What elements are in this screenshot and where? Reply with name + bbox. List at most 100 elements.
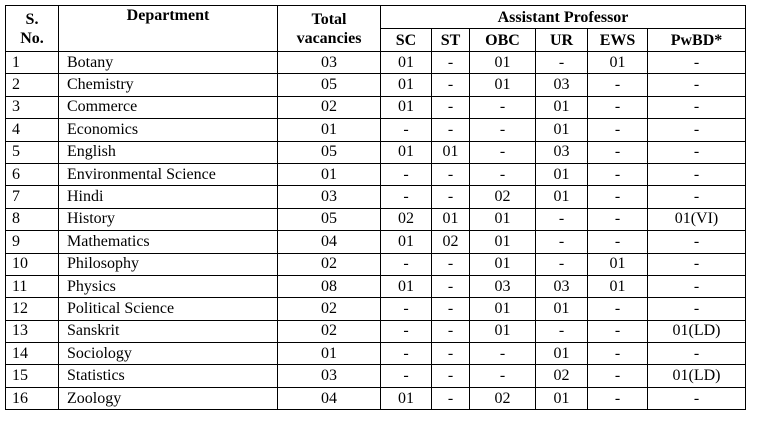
ur-cell: - xyxy=(535,50,588,75)
sc-cell: - xyxy=(380,319,432,344)
vacancy-table: S. No. Department Total vacancies Assist… xyxy=(5,5,746,411)
st-cell: - xyxy=(431,386,470,411)
ews-cell: - xyxy=(587,364,648,388)
department-cell: Botany xyxy=(58,50,278,75)
ur-cell: 01 xyxy=(535,386,588,411)
subcolumn-header: EWS xyxy=(587,28,648,52)
total-cell: 03 xyxy=(277,364,381,388)
ews-cell: - xyxy=(587,386,648,411)
total-cell: 02 xyxy=(277,297,381,321)
obc-cell: - xyxy=(469,364,536,388)
department-cell: Economics xyxy=(58,118,278,142)
st-cell: - xyxy=(431,364,470,388)
st-cell: - xyxy=(431,50,470,75)
serial-cell: 14 xyxy=(5,342,59,366)
table-row: 10 Philosophy 02- -01-01- xyxy=(5,252,746,276)
serial-cell: 1 xyxy=(5,50,59,75)
ur-cell: - xyxy=(535,207,588,232)
ur-cell: 01 xyxy=(535,118,588,142)
obc-cell: 01 xyxy=(469,252,536,276)
st-cell: - xyxy=(431,185,470,209)
sc-cell: - xyxy=(380,185,432,209)
ews-cell: - xyxy=(587,297,648,321)
sc-cell: - xyxy=(380,297,432,321)
ews-cell: 01 xyxy=(587,274,648,299)
pwbd-cell: 01(LD) xyxy=(647,364,746,388)
ur-cell: 02 xyxy=(535,364,588,388)
total-cell: 02 xyxy=(277,319,381,344)
pwbd-cell: - xyxy=(647,252,746,276)
department-cell: Environmental Science xyxy=(58,162,278,187)
total-cell: 05 xyxy=(277,140,381,164)
ur-cell: 01 xyxy=(535,95,588,120)
sc-cell: - xyxy=(380,118,432,142)
pwbd-cell: - xyxy=(647,185,746,209)
total-cell: 04 xyxy=(277,230,381,254)
st-cell: - xyxy=(431,342,470,366)
st-cell: - xyxy=(431,162,470,187)
obc-cell: 02 xyxy=(469,386,536,411)
table-row: 5 English 05 01 01-03- - xyxy=(5,140,746,164)
ews-cell: 01 xyxy=(587,252,648,276)
serial-cell: 16 xyxy=(5,386,59,411)
ews-cell: - xyxy=(587,140,648,164)
serial-cell: 12 xyxy=(5,297,59,321)
table-row: 4 Economics 01- - -01- - xyxy=(5,118,746,142)
table-row: 7 Hindi 03- -02 01- - xyxy=(5,185,746,209)
department-cell: History xyxy=(58,207,278,232)
total-cell: 01 xyxy=(277,342,381,366)
ews-cell: - xyxy=(587,73,648,97)
st-cell: 01 xyxy=(431,140,470,164)
ur-cell: 03 xyxy=(535,140,588,164)
st-cell: - xyxy=(431,118,470,142)
pwbd-cell: - xyxy=(647,73,746,97)
department-cell: Statistics xyxy=(58,364,278,388)
department-cell: Philosophy xyxy=(58,252,278,276)
ur-cell: 01 xyxy=(535,342,588,366)
pwbd-cell: - xyxy=(647,297,746,321)
pwbd-cell: - xyxy=(647,50,746,75)
department-cell: Physics xyxy=(58,274,278,299)
table-row: 16 Zoology 04 01-02 01- - xyxy=(5,386,746,411)
ur-cell: - xyxy=(535,230,588,254)
ur-cell: 01 xyxy=(535,297,588,321)
table-row: 6 Environmental Science 01- - -01- - xyxy=(5,162,746,187)
pwbd-cell: - xyxy=(647,230,746,254)
serial-cell: 8 xyxy=(5,207,59,232)
ews-cell: - xyxy=(587,185,648,209)
subcolumn-header: ST xyxy=(431,28,470,52)
st-cell: - xyxy=(431,297,470,321)
table-row: 9 Mathematics 04 01 02 01- - - xyxy=(5,230,746,254)
pwbd-cell: - xyxy=(647,95,746,120)
serial-cell: 13 xyxy=(5,319,59,344)
table-row: 11 Physics 08 01-03 03 01- xyxy=(5,274,746,299)
st-cell: - xyxy=(431,73,470,97)
obc-cell: - xyxy=(469,95,536,120)
obc-cell: 01 xyxy=(469,50,536,75)
sc-cell: - xyxy=(380,162,432,187)
total-cell: 01 xyxy=(277,162,381,187)
ews-cell: - xyxy=(587,319,648,344)
total-cell: 08 xyxy=(277,274,381,299)
ews-cell: - xyxy=(587,162,648,187)
ur-cell: 03 xyxy=(535,274,588,299)
total-cell: 04 xyxy=(277,386,381,411)
ur-cell: 01 xyxy=(535,185,588,209)
st-cell: - xyxy=(431,252,470,276)
sc-cell: - xyxy=(380,364,432,388)
department-cell: Hindi xyxy=(58,185,278,209)
department-cell: Zoology xyxy=(58,386,278,411)
st-cell: - xyxy=(431,95,470,120)
serial-cell: 11 xyxy=(5,274,59,299)
total-cell: 02 xyxy=(277,95,381,120)
table-row: 14 Sociology 01- - -01- - xyxy=(5,342,746,366)
ews-cell: - xyxy=(587,342,648,366)
department-cell: Sociology xyxy=(58,342,278,366)
department-cell: Political Science xyxy=(58,297,278,321)
table-row: 15 Statistics 03- - -02-01(LD) xyxy=(5,364,746,388)
obc-cell: 01 xyxy=(469,73,536,97)
total-header: Total vacancies xyxy=(277,5,381,52)
subcolumn-header: PwBD* xyxy=(647,28,746,52)
total-cell: 01 xyxy=(277,118,381,142)
ur-cell: - xyxy=(535,319,588,344)
